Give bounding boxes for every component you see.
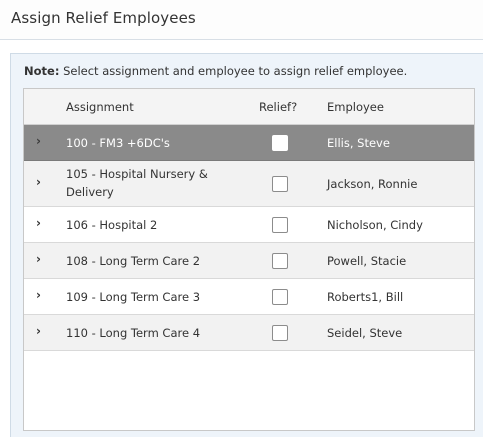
table-row[interactable]: › 110 - Long Term Care 4 Seidel, Steve [24, 315, 474, 351]
dialog-title: Assign Relief Employees [11, 9, 196, 27]
chevron-right-icon[interactable]: › [36, 252, 41, 266]
relief-checkbox[interactable] [272, 325, 288, 341]
assignment-cell: 110 - Long Term Care 4 [66, 326, 201, 340]
chevron-right-icon[interactable]: › [36, 216, 41, 230]
assignments-grid: Assignment Relief? Employee › 100 - FM3 … [23, 88, 475, 431]
dialog-header: Assign Relief Employees [0, 0, 483, 40]
employee-cell[interactable]: Powell, Stacie [327, 254, 407, 268]
relief-checkbox[interactable] [272, 135, 288, 151]
chevron-right-icon[interactable]: › [36, 288, 41, 302]
table-row[interactable]: › 109 - Long Term Care 3 Roberts1, Bill [24, 279, 474, 315]
column-header-relief[interactable]: Relief? [259, 100, 298, 114]
employee-cell[interactable]: Seidel, Steve [327, 326, 403, 340]
assignment-cell-line2: Delivery [66, 185, 114, 199]
note-text: Note: Select assignment and employee to … [24, 64, 407, 78]
assignment-cell: 109 - Long Term Care 3 [66, 290, 201, 304]
relief-checkbox[interactable] [272, 176, 288, 192]
assignment-cell: 108 - Long Term Care 2 [66, 254, 201, 268]
note-label: Note: [24, 64, 60, 78]
assignment-cell: 100 - FM3 +6DC's [66, 136, 170, 150]
dialog-body: Note: Select assignment and employee to … [10, 53, 483, 437]
employee-cell[interactable]: Roberts1, Bill [327, 290, 404, 304]
relief-checkbox[interactable] [272, 253, 288, 269]
table-row[interactable]: › 106 - Hospital 2 Nicholson, Cindy [24, 207, 474, 243]
table-row[interactable]: › 108 - Long Term Care 2 Powell, Stacie [24, 243, 474, 279]
assignment-cell: 106 - Hospital 2 [66, 218, 158, 232]
chevron-right-icon[interactable]: › [36, 324, 41, 338]
table-row[interactable]: › 105 - Hospital Nursery & Delivery Jack… [24, 161, 474, 207]
chevron-right-icon[interactable]: › [36, 134, 41, 148]
relief-checkbox[interactable] [272, 289, 288, 305]
grid-header: Assignment Relief? Employee [24, 89, 474, 125]
employee-cell[interactable]: Jackson, Ronnie [327, 177, 418, 191]
assignment-cell: 105 - Hospital Nursery & [66, 167, 208, 181]
relief-checkbox[interactable] [272, 217, 288, 233]
employee-cell[interactable]: Nicholson, Cindy [327, 218, 423, 232]
employee-cell[interactable]: Ellis, Steve [327, 136, 390, 150]
chevron-right-icon[interactable]: › [36, 175, 41, 189]
table-row[interactable]: › 100 - FM3 +6DC's Ellis, Steve [24, 125, 474, 161]
column-header-assignment[interactable]: Assignment [66, 100, 134, 114]
note-message: Select assignment and employee to assign… [63, 64, 408, 78]
column-header-employee[interactable]: Employee [327, 100, 384, 114]
